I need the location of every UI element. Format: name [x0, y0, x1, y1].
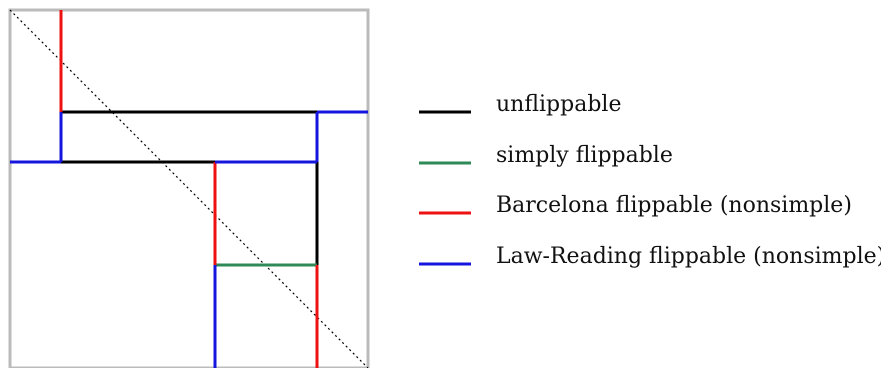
- legend-entry-simply-flippable: simply flippable: [419, 143, 673, 168]
- rectangulation-diagram: [8, 8, 370, 368]
- legend-label-unflippable: unflippable: [496, 92, 621, 117]
- legend-entry-unflippable: unflippable: [419, 92, 621, 117]
- legend-entry-barcelona-flippable: Barcelona flippable (nonsimple): [419, 193, 852, 218]
- diagram-frame: [8, 8, 370, 368]
- legend-entry-lawreading-flippable: Law-Reading flippable (nonsimple): [419, 244, 881, 269]
- legend-label-lawreading-flippable: Law-Reading flippable (nonsimple): [496, 244, 881, 269]
- legend-label-barcelona-flippable: Barcelona flippable (nonsimple): [496, 193, 852, 218]
- legend-label-simply-flippable: simply flippable: [496, 143, 673, 168]
- diagonal-dotted-line: [9, 9, 369, 368]
- legend: unflippable simply flippable Barcelona f…: [419, 92, 881, 269]
